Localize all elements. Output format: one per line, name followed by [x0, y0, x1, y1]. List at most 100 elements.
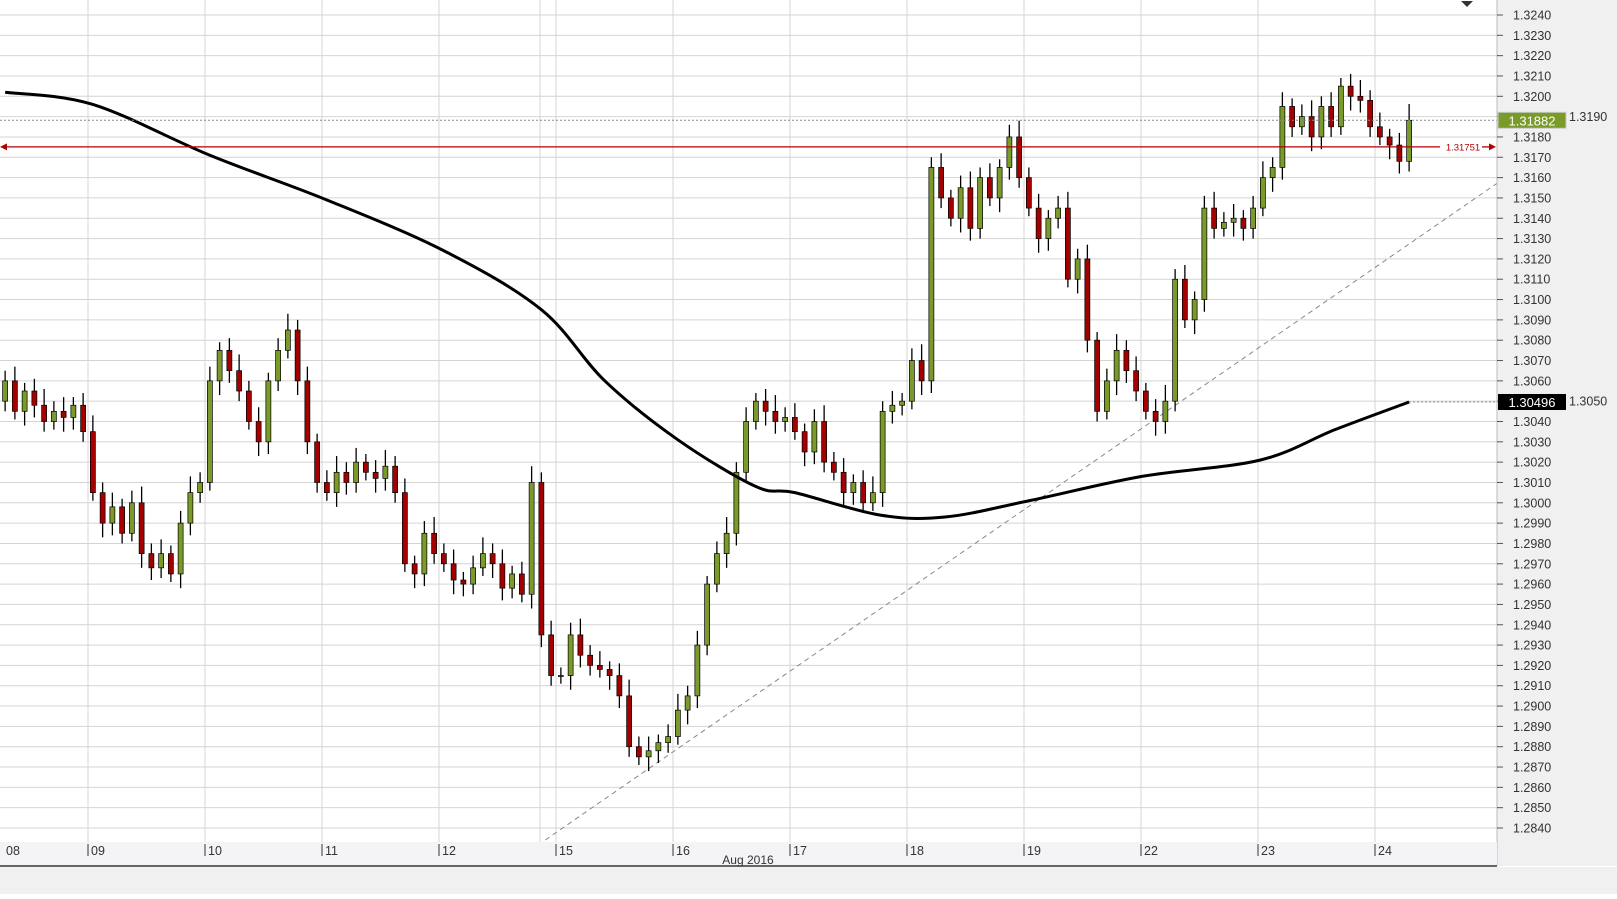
candle — [1026, 167, 1032, 217]
candle-body — [1055, 207, 1061, 219]
candle — [411, 555, 418, 589]
candle — [1377, 112, 1383, 146]
candle-body — [265, 380, 272, 443]
candle — [1357, 80, 1364, 113]
x-tick-label: 09 — [91, 844, 105, 858]
candle — [743, 407, 749, 483]
candle — [1328, 92, 1334, 137]
candle — [1172, 269, 1178, 412]
candle — [1240, 210, 1247, 241]
y-tick-label: 1.2870 — [1513, 761, 1551, 775]
y-tick-label: 1.3120 — [1513, 252, 1551, 266]
price-axis-background[interactable] — [1497, 0, 1617, 866]
candle — [840, 458, 847, 507]
price-axis[interactable]: 1.32401.32301.32201.32101.32001.31901.31… — [1497, 9, 1607, 836]
candle-body — [1230, 217, 1237, 223]
candle-body — [1377, 126, 1383, 138]
candle — [431, 517, 437, 564]
candle-body — [1318, 106, 1325, 138]
candle-body — [558, 675, 564, 677]
candle-body — [1104, 380, 1110, 412]
candle — [90, 415, 96, 501]
scroll-down-triangle-icon[interactable] — [1461, 1, 1473, 7]
candle-body — [870, 492, 876, 504]
candle — [606, 661, 613, 690]
y-tick-label: 1.3230 — [1513, 29, 1551, 43]
candle-body — [1074, 258, 1081, 280]
candle — [450, 549, 457, 595]
candle-body — [528, 482, 535, 595]
candle — [441, 543, 447, 572]
candle-body — [382, 465, 389, 479]
candle — [548, 620, 554, 686]
y-tick-label: 1.3240 — [1513, 9, 1551, 23]
candle — [2, 370, 8, 412]
candle — [363, 454, 369, 481]
y-tick-label: 1.3010 — [1513, 476, 1551, 490]
candle-body — [333, 471, 340, 493]
candle-body — [1221, 221, 1227, 229]
candle-body — [909, 360, 915, 402]
candle — [577, 618, 584, 668]
x-tick-label: 15 — [559, 844, 573, 858]
trendline-dashed[interactable] — [544, 179, 1503, 841]
candle-body — [470, 567, 476, 585]
candle-body — [489, 553, 496, 565]
candle — [509, 565, 515, 599]
candle — [392, 456, 398, 503]
candle-body — [1308, 116, 1315, 138]
candle — [684, 685, 691, 725]
candle — [343, 462, 350, 495]
candle-body — [1191, 299, 1198, 321]
candle-body — [1123, 350, 1130, 372]
time-axis[interactable]: 08 09 10 11 12 15 16 17 18 19 22 23 24 — [6, 844, 1392, 858]
y-tick-label: 1.2970 — [1513, 557, 1551, 571]
y-tick-label: 1.2940 — [1513, 618, 1551, 632]
candle — [421, 521, 428, 587]
candle — [587, 645, 593, 676]
time-axis-background[interactable] — [0, 842, 1497, 866]
candle-body — [840, 471, 847, 493]
candle — [1055, 195, 1061, 229]
candle — [314, 433, 320, 493]
x-tick-label: 12 — [442, 844, 456, 858]
candle-body — [645, 750, 652, 758]
candle — [850, 474, 857, 505]
y-tick-label: 1.3020 — [1513, 456, 1551, 470]
candle-body — [1211, 207, 1217, 229]
candle — [957, 175, 964, 233]
candle-body — [665, 736, 671, 743]
candle — [236, 354, 242, 402]
candle-body — [538, 482, 545, 636]
moving-average-line — [4, 90, 1410, 520]
candle-body — [392, 465, 398, 493]
candle — [772, 395, 779, 434]
candle — [480, 537, 486, 576]
y-tick-label: 1.3070 — [1513, 354, 1551, 368]
price-levels[interactable]: 1.31751 — [0, 119, 1497, 403]
candle-body — [51, 410, 57, 422]
candle — [31, 378, 38, 418]
candle-body — [1279, 106, 1286, 168]
candle — [499, 549, 506, 601]
candle — [285, 313, 291, 359]
candle-body — [1338, 85, 1344, 128]
candle-body — [148, 553, 155, 569]
horizontal-level[interactable]: 1.31751 — [0, 142, 1496, 153]
y-tick-label: 1.2840 — [1513, 822, 1551, 836]
x-tick-label: 08 — [6, 844, 20, 858]
candle-body — [41, 404, 47, 422]
y-tick-label: 1.3140 — [1513, 212, 1551, 226]
candle — [704, 575, 710, 656]
trendline[interactable] — [544, 179, 1503, 841]
candle-body — [1162, 400, 1169, 422]
candle — [402, 478, 408, 572]
y-tick-label: 1.3110 — [1513, 273, 1550, 287]
candle-body — [597, 665, 603, 670]
candle-body — [2, 380, 8, 402]
candle — [207, 366, 213, 491]
candle-body — [372, 471, 379, 479]
y-tick-label: 1.2930 — [1513, 639, 1551, 653]
candle — [382, 449, 389, 491]
